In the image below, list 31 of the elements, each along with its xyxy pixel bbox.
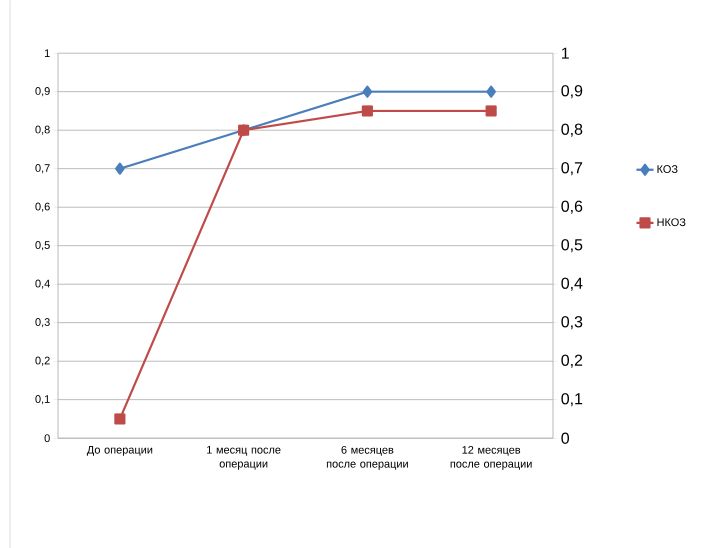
y2-tick-label: 0,6 <box>561 200 582 214</box>
y-tick-label: 0,1 <box>35 394 50 404</box>
y-tick-label: 0,7 <box>35 164 50 174</box>
y2-tick-label: 0,9 <box>561 84 582 98</box>
y-tick-label: 0,6 <box>35 202 50 212</box>
point <box>486 105 497 116</box>
y-tick-label: 0,5 <box>35 240 50 250</box>
y-tick-label: 0,9 <box>35 86 50 96</box>
y-tick-label: 1 <box>44 49 50 57</box>
y2-tick-label: 0,7 <box>561 162 582 176</box>
y2-tick-label: 0,2 <box>561 354 582 368</box>
y2-tick-label: 0,1 <box>561 392 582 406</box>
point <box>362 105 373 116</box>
y-tick-label: 0,8 <box>35 125 50 135</box>
x-tick-label: До операции <box>86 446 152 456</box>
point <box>114 413 126 424</box>
x-tick-label: 1 месяц после операции <box>207 446 281 470</box>
y2-tick-label: 0,8 <box>561 123 582 137</box>
legend-label: КОЗ <box>657 164 678 173</box>
x-tick-label: 6 месяцев после операции <box>326 446 408 470</box>
y2-tick-label: 0 <box>561 432 570 444</box>
y-tick-label: 0,4 <box>35 279 50 289</box>
y2-tick-label: 0,3 <box>561 316 582 330</box>
y-tick-label: 0,2 <box>35 356 50 366</box>
y-tick-label: 0,3 <box>35 318 50 328</box>
y2-tick-label: 0,5 <box>561 238 582 252</box>
y2-tick-label: 1 <box>562 48 569 58</box>
y-tick-label: 0 <box>44 434 50 442</box>
x-tick-label: 12 месяцев после операции <box>450 446 532 470</box>
legend-label: НКОЗ <box>657 218 686 226</box>
y2-tick-label: 0,4 <box>561 277 582 291</box>
